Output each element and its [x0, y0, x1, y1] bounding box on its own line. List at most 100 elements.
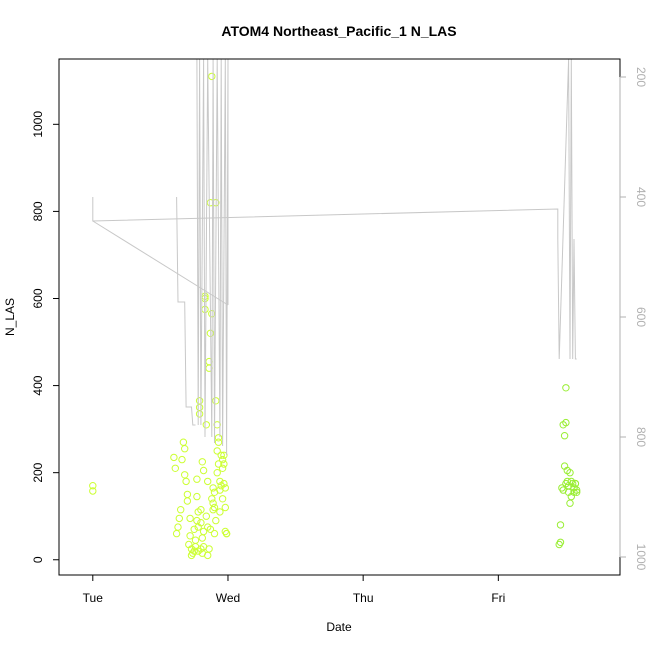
- data-point: [186, 532, 194, 540]
- data-point: [567, 477, 575, 486]
- data-point: [195, 397, 204, 405]
- y-tick-label-left: 400: [31, 375, 45, 395]
- data-point: [208, 495, 216, 503]
- data-point: [209, 499, 217, 507]
- data-point: [183, 497, 192, 505]
- data-point: [213, 469, 221, 477]
- data-point: [197, 519, 205, 527]
- data-point: [178, 455, 186, 464]
- data-point: [566, 469, 574, 477]
- data-point: [199, 527, 208, 536]
- data-point: [171, 464, 180, 472]
- data-point: [218, 495, 227, 503]
- data-point: [220, 460, 228, 468]
- series-line-segment: [557, 59, 577, 360]
- data-point: [212, 516, 220, 525]
- y-tick-label-right: 200: [634, 67, 648, 87]
- series-line-segment: [176, 196, 196, 426]
- y-tick-label-right: 400: [634, 187, 648, 207]
- data-point: [186, 514, 194, 523]
- y-axis-right: 200 400 600 800 1000: [619, 67, 648, 571]
- data-point: [216, 508, 224, 516]
- data-point: [193, 475, 201, 483]
- y-tick-label-left: 0: [31, 556, 45, 563]
- data-point: [214, 434, 223, 442]
- data-point: [175, 514, 184, 523]
- data-point: [182, 477, 190, 486]
- data-point: [198, 534, 207, 542]
- series-line-segment: [92, 197, 559, 239]
- data-point: [190, 525, 198, 533]
- data-point: [213, 447, 221, 455]
- data-point: [216, 477, 224, 486]
- data-point: [212, 397, 220, 405]
- x-tick-label: Fri: [491, 591, 505, 605]
- data-point: [204, 477, 212, 486]
- data-point: [172, 529, 181, 538]
- y-axis-label: N_LAS: [3, 298, 17, 336]
- y-tick-label-left: 1000: [31, 111, 45, 138]
- y-axis-left: 0 200 400 600 800 1000: [31, 111, 60, 563]
- plot-area: [89, 59, 581, 560]
- data-point: [573, 486, 581, 494]
- y-tick-label-left: 200: [31, 462, 45, 482]
- x-tick-label: Wed: [216, 591, 240, 605]
- data-point: [197, 506, 205, 514]
- x-axis-label: Date: [326, 620, 352, 634]
- x-tick-label: Tue: [83, 591, 104, 605]
- data-point: [199, 466, 208, 475]
- x-tick-label: Thu: [353, 591, 374, 605]
- data-point: [214, 460, 223, 468]
- plot-frame: [58, 58, 621, 576]
- data-point: [210, 529, 219, 538]
- y-tick-label-right: 800: [634, 427, 648, 447]
- data-point: [221, 527, 230, 536]
- data-point: [195, 410, 204, 418]
- data-point: [202, 421, 211, 429]
- data-point: [195, 403, 204, 412]
- data-point: [222, 529, 231, 538]
- data-point: [556, 538, 565, 546]
- data-point: [566, 499, 574, 507]
- data-point: [181, 445, 189, 453]
- data-point: [204, 551, 212, 560]
- data-point: [190, 547, 198, 555]
- data-point: [202, 512, 211, 520]
- data-point: [89, 482, 97, 490]
- data-point: [206, 525, 215, 533]
- data-point: [181, 471, 189, 479]
- data-point: [218, 455, 227, 464]
- data-point: [174, 523, 182, 531]
- y-tick-label-right: 600: [634, 307, 648, 327]
- data-point: [210, 503, 219, 512]
- data-point: [221, 484, 230, 492]
- data-point: [220, 451, 228, 459]
- data-point: [205, 545, 213, 553]
- data-point: [560, 432, 569, 440]
- x-axis: Tue Wed Thu Fri: [83, 574, 505, 605]
- data-point: [209, 506, 217, 514]
- data-point: [221, 503, 230, 512]
- y-tick-label-right: 1000: [634, 544, 648, 571]
- data-point: [191, 536, 200, 544]
- data-point: [556, 521, 565, 529]
- data-point: [208, 72, 216, 81]
- data-point: [214, 438, 223, 446]
- data-point: [569, 479, 577, 488]
- data-point: [170, 453, 178, 462]
- data-point: [209, 484, 217, 492]
- chart-title: ATOM4 Northeast_Pacific_1 N_LAS: [221, 23, 456, 39]
- data-point: [218, 464, 227, 472]
- data-point: [217, 451, 225, 459]
- data-point: [562, 384, 570, 392]
- data-point: [177, 506, 185, 514]
- y-tick-label-left: 600: [31, 288, 45, 308]
- data-point: [562, 418, 570, 427]
- data-point: [573, 488, 581, 496]
- data-point: [198, 458, 207, 466]
- series-line-segment: [92, 220, 229, 306]
- y-tick-label-left: 800: [31, 201, 45, 221]
- series-line-segment: [196, 59, 229, 456]
- data-point: [179, 438, 188, 446]
